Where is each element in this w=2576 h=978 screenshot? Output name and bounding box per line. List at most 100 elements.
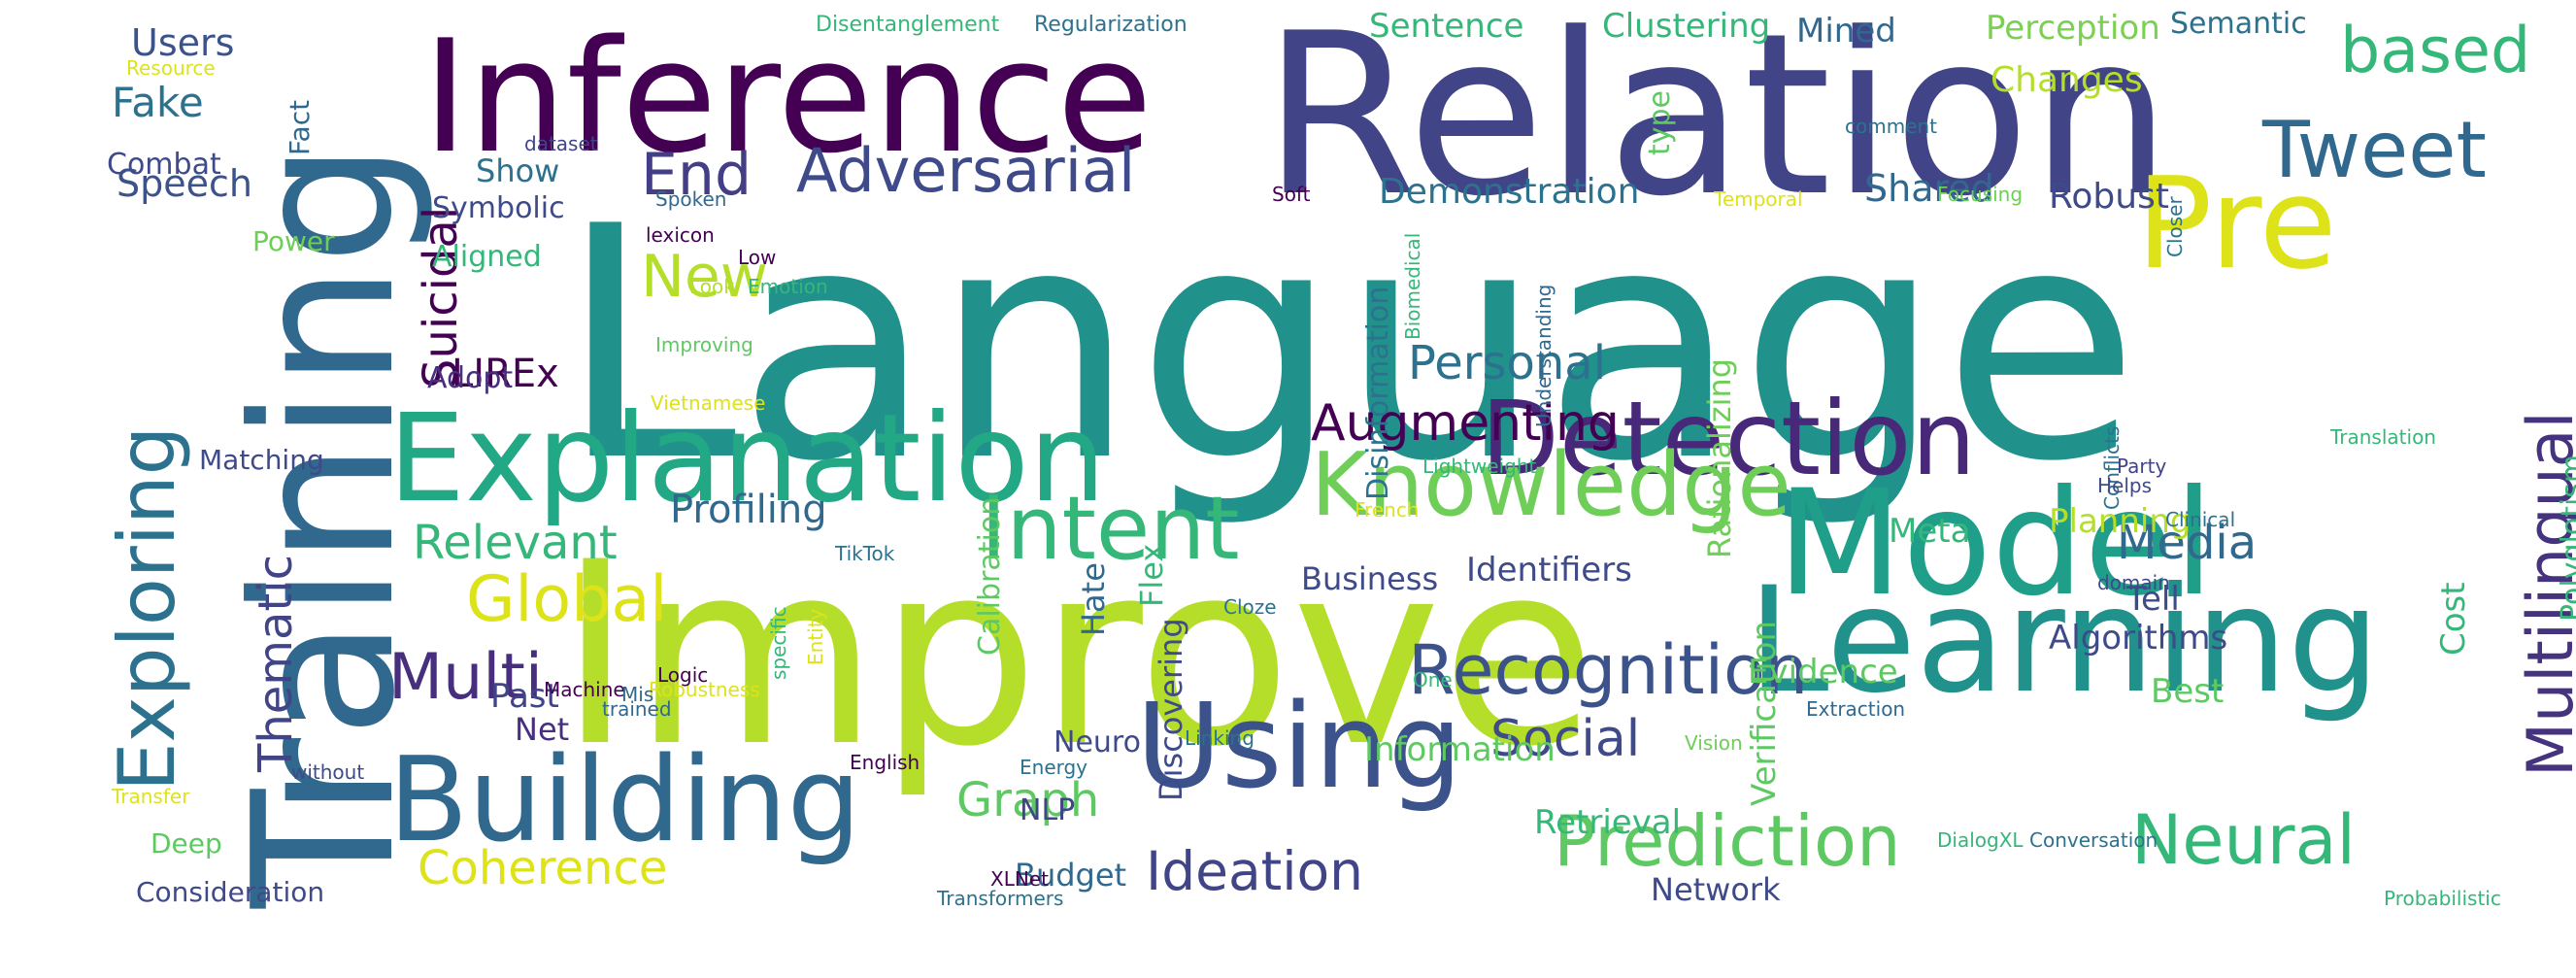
- word-closer: Closer: [2163, 196, 2187, 257]
- word-neuro: Neuro: [1054, 725, 1141, 759]
- word-xlnet: XLNet: [990, 867, 1049, 891]
- word-algorithms: Algorithms: [2049, 619, 2228, 658]
- word-social: Social: [1490, 710, 1641, 768]
- word-changes: Changes: [1991, 60, 2143, 100]
- word-vietnamese: Vietnamese: [651, 391, 766, 415]
- word-learning: Learning: [1748, 556, 2381, 725]
- word-robustness: Robustness: [649, 678, 760, 701]
- word-users: Users: [131, 21, 235, 64]
- word-detection: Detection: [1481, 380, 1977, 498]
- word-adopt: Adopt: [427, 361, 514, 395]
- word-global: Global: [466, 563, 668, 636]
- word-clustering: Clustering: [1602, 7, 1771, 46]
- word-disentanglement: Disentanglement: [816, 13, 1000, 37]
- word-neural: Neural: [2131, 800, 2356, 880]
- word-relation: Relation: [1262, 0, 2172, 246]
- word-meta: Meta: [1889, 512, 1971, 551]
- word-personal: Personal: [1408, 336, 1607, 390]
- word-deep: Deep: [151, 827, 222, 860]
- word-improving: Improving: [655, 333, 753, 356]
- word-multi: Multi: [388, 641, 543, 714]
- word-past: Past: [490, 677, 559, 716]
- word-evidence: Evidence: [1748, 653, 1898, 691]
- word-regularization: Regularization: [1034, 13, 1188, 37]
- word-conversation: Conversation: [2029, 828, 2158, 852]
- word-using: Using: [1136, 680, 1462, 815]
- word-fake: Fake: [112, 79, 204, 126]
- word-graph: Graph: [956, 773, 1100, 827]
- word-show: Show: [476, 152, 560, 189]
- word-tell: Tell: [2126, 580, 2180, 619]
- word-lirex: LIREx: [452, 352, 559, 396]
- word-fact: Fact: [284, 99, 316, 155]
- word-emotion: Emotion: [748, 275, 828, 298]
- word-cloze: Cloze: [1223, 595, 1277, 619]
- word-ideation: Ideation: [1146, 840, 1364, 902]
- word-nlp: NLP: [1020, 793, 1076, 827]
- word-improve: Improve: [558, 509, 1597, 802]
- word-tweet: Tweet: [2262, 105, 2487, 195]
- word-translation: Translation: [2330, 425, 2436, 449]
- word-low: Low: [738, 246, 777, 269]
- word-augmenting: Augmenting: [1311, 394, 1620, 453]
- word-conflicts: Conflicts: [2100, 425, 2124, 510]
- word-flex: Flex: [1133, 543, 1170, 607]
- word-retrieval: Retrieval: [1534, 803, 1682, 842]
- word-perception: Perception: [1986, 9, 2160, 48]
- word-intent: Intent: [981, 478, 1240, 580]
- word-biomedical: Biomedical: [1401, 232, 1424, 340]
- word-matching: Matching: [199, 444, 324, 476]
- word-thematic: Thematic: [249, 555, 303, 772]
- word-type: type: [1643, 89, 1677, 155]
- word-french: French: [1355, 498, 1420, 522]
- word-combat: Combat: [107, 148, 221, 182]
- word-building: Building: [388, 733, 861, 868]
- word-domain: domain: [2097, 571, 2170, 594]
- word-demonstration: Demonstration: [1379, 172, 1640, 212]
- word-information: Information: [1364, 730, 1556, 769]
- word-look: Look: [689, 275, 735, 298]
- word-knowledge: Knowledge: [1311, 434, 1791, 536]
- word-planning: Planning: [2049, 502, 2191, 541]
- word-exploring: Exploring: [102, 425, 192, 792]
- word-helps: Helps: [2097, 474, 2153, 497]
- word-without: without: [291, 760, 365, 784]
- word-tiktok: TikTok: [835, 542, 895, 565]
- word-identifiers: Identifiers: [1466, 551, 1632, 590]
- word-aligned: Aligned: [432, 240, 542, 274]
- word-consideration: Consideration: [136, 876, 325, 908]
- word-temporal: Temporal: [1714, 187, 1803, 211]
- word-transfer: Transfer: [112, 785, 190, 808]
- word-media: Media: [2117, 516, 2258, 570]
- word-english: English: [850, 751, 920, 774]
- word-rationalizing: Rationalizing: [1701, 357, 1738, 558]
- word-energy: Energy: [1020, 756, 1088, 779]
- word-trained: trained: [602, 697, 672, 721]
- word-profiling: Profiling: [670, 488, 827, 532]
- word-calibration: Calibration: [973, 496, 1007, 656]
- word-adversarial: Adversarial: [796, 135, 1136, 206]
- word-sentence: Sentence: [1369, 7, 1524, 46]
- word-prediction: Prediction: [1554, 800, 1901, 882]
- word-understanding: Understanding: [1532, 284, 1556, 427]
- word-verification: Verification: [1745, 620, 1784, 806]
- word-end: End: [641, 141, 753, 209]
- word-cost: Cost: [2434, 582, 2473, 656]
- word-based: based: [2340, 15, 2531, 87]
- word-dialogxl: DialogXL: [1937, 828, 2024, 852]
- word-transformers: Transformers: [937, 887, 1064, 910]
- word-model: Model: [1777, 459, 2215, 628]
- word-semantic: Semantic: [2170, 7, 2307, 41]
- word-coherence: Coherence: [418, 841, 668, 895]
- word-soft: Soft: [1272, 183, 1311, 206]
- word-speech: Speech: [117, 162, 252, 205]
- word-extraction: Extraction: [1806, 697, 1906, 721]
- word-symbolic: Symbolic: [432, 191, 565, 225]
- word-mined: Mined: [1796, 12, 1896, 51]
- word-focusing: Focusing: [1937, 183, 2024, 206]
- word-best: Best: [2151, 672, 2225, 711]
- word-language: Language: [558, 158, 2140, 531]
- word-explanation: Explanation: [388, 388, 1106, 529]
- word-mis: Mis: [621, 683, 654, 706]
